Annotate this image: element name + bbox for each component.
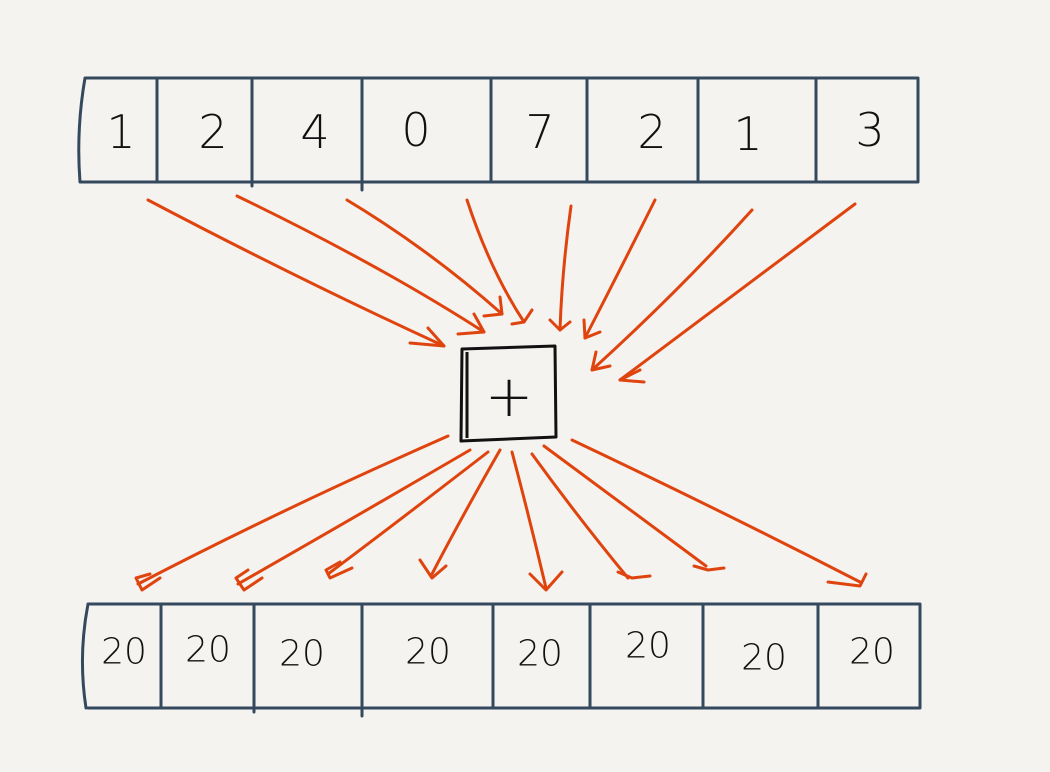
input-cell-value: 2 — [198, 105, 227, 159]
input-array-outline — [77, 76, 920, 184]
outgoing-arrow — [324, 450, 490, 580]
incoming-arrow — [590, 208, 754, 372]
output-array-dividers — [159, 602, 820, 718]
output-cell-value: 20 — [185, 630, 231, 671]
input-cell-value: 1 — [733, 107, 762, 161]
operator-box — [459, 344, 558, 443]
output-cell-value: 20 — [101, 632, 147, 673]
input-array-dividers — [155, 76, 818, 192]
incoming-arrow — [146, 198, 446, 348]
input-cell-value: 2 — [637, 105, 666, 159]
input-cell-value: 0 — [401, 103, 430, 157]
outgoing-arrow — [570, 438, 868, 588]
incoming-arrow — [465, 198, 534, 326]
output-cell-value: 20 — [625, 626, 671, 667]
input-cell-value: 4 — [300, 105, 329, 159]
input-cell-value: 7 — [525, 105, 554, 159]
outgoing-arrow — [530, 452, 652, 580]
output-cell-value: 20 — [849, 632, 895, 673]
output-cell-value: 20 — [741, 638, 787, 679]
outgoing-arrow — [418, 448, 502, 580]
output-cell-value: 20 — [279, 634, 325, 675]
outgoing-arrow — [542, 444, 726, 572]
input-cell-value: 1 — [106, 105, 135, 159]
operator-node: + — [459, 344, 558, 443]
output-cell-value: 20 — [405, 632, 451, 673]
outgoing-arrow — [234, 448, 472, 592]
input-array: 1 2 4 0 7 2 1 3 — [77, 76, 920, 192]
incoming-arrow — [618, 202, 857, 384]
incoming-arrow — [548, 204, 573, 332]
output-array-outline — [80, 602, 922, 710]
output-array: 20 20 20 20 20 20 20 20 — [80, 602, 922, 718]
input-cell-value: 3 — [855, 103, 884, 157]
operator-symbol: + — [485, 362, 534, 430]
incoming-arrow — [235, 194, 486, 336]
incoming-arrows — [146, 194, 857, 384]
output-cell-value: 20 — [517, 634, 563, 675]
outgoing-arrow — [134, 434, 450, 592]
incoming-arrow — [345, 198, 504, 318]
outgoing-arrows — [134, 434, 868, 592]
outgoing-arrow — [510, 450, 564, 592]
incoming-arrow — [582, 198, 657, 340]
